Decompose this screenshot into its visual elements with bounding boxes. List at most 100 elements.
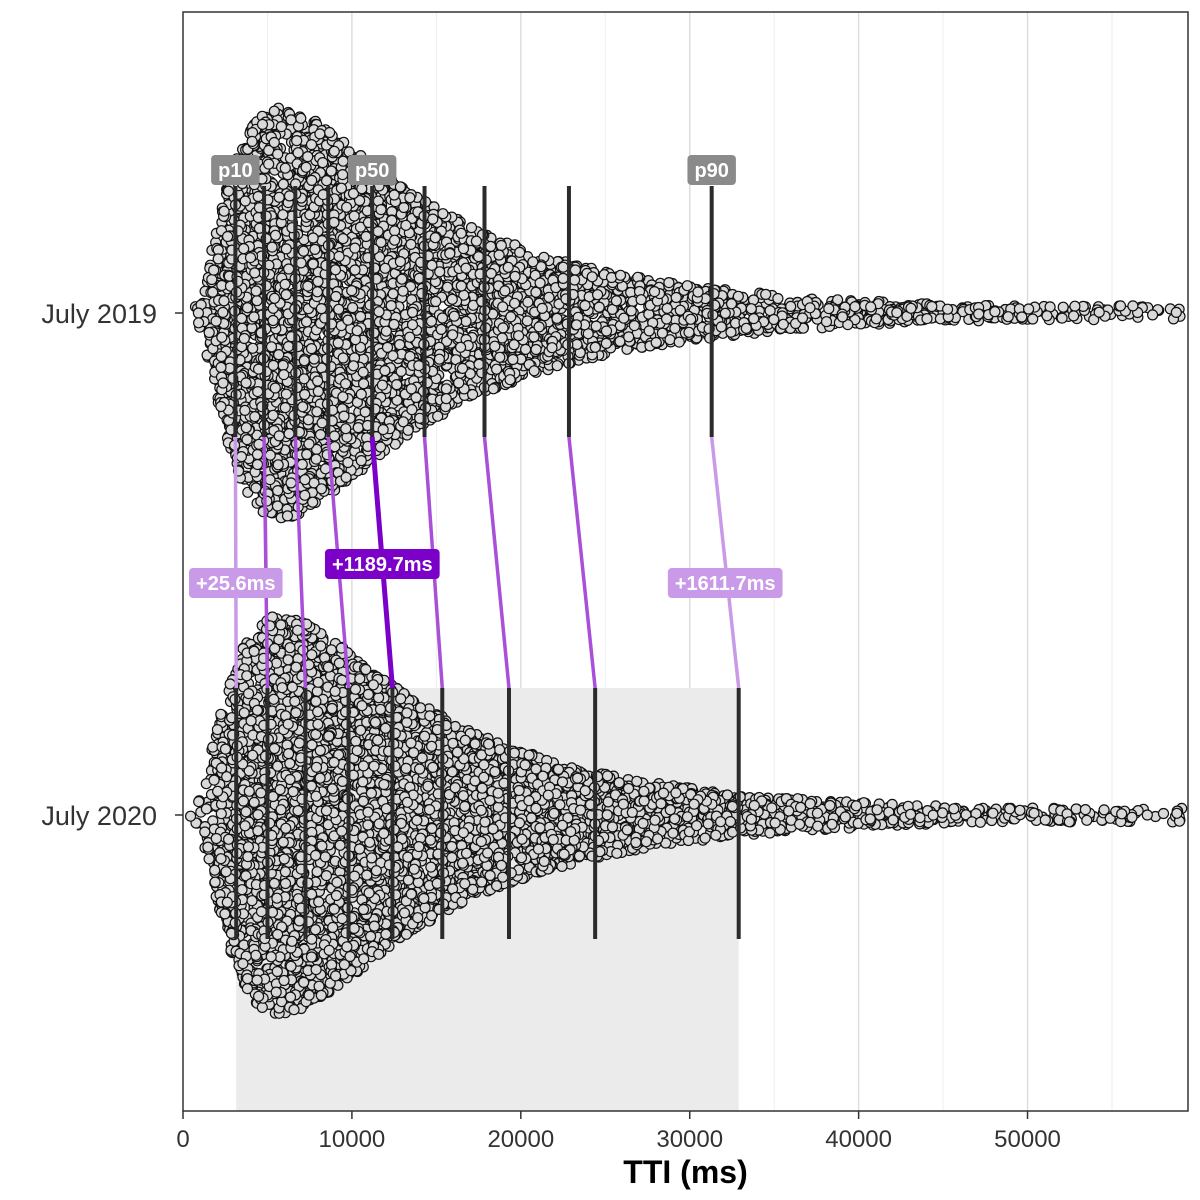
- data-point: [328, 430, 341, 442]
- data-point: [301, 448, 313, 460]
- data-point: [591, 289, 604, 301]
- data-point: [385, 300, 397, 312]
- data-point: [376, 379, 388, 391]
- data-point: [218, 205, 230, 217]
- data-point: [1056, 312, 1068, 324]
- data-point: [269, 382, 281, 394]
- data-point: [436, 312, 448, 324]
- data-point: [628, 320, 641, 332]
- data-point: [337, 155, 349, 167]
- data-point: [434, 266, 446, 278]
- data-point: [527, 256, 539, 268]
- data-point: [1146, 309, 1159, 321]
- data-point: [240, 377, 252, 389]
- data-point: [340, 423, 352, 435]
- data-point: [719, 307, 731, 319]
- data-point: [298, 245, 310, 257]
- data-point: [342, 314, 354, 326]
- data-point: [256, 118, 269, 131]
- data-point: [579, 299, 591, 312]
- data-point: [252, 190, 264, 203]
- data-point: [277, 209, 289, 221]
- data-point: [926, 300, 938, 313]
- data-point: [316, 417, 328, 429]
- data-point: [404, 192, 416, 204]
- data-point: [405, 383, 417, 395]
- data-point: [460, 315, 472, 327]
- data-point: [551, 312, 563, 324]
- data-point: [1093, 306, 1105, 318]
- data-point: [295, 257, 307, 269]
- data-point: [239, 404, 251, 416]
- data-point: [349, 334, 361, 346]
- data-point: [600, 337, 612, 349]
- data-point: [551, 360, 563, 372]
- data-point: [1114, 300, 1127, 312]
- data-point: [280, 388, 292, 400]
- data-point: [508, 297, 521, 309]
- data-point: [467, 388, 479, 401]
- data-point: [277, 178, 289, 190]
- data-point: [388, 189, 400, 201]
- data-point: [543, 291, 555, 303]
- data-point: [772, 292, 784, 305]
- data-point: [453, 377, 465, 389]
- data-point: [441, 281, 454, 293]
- data-point: [387, 350, 399, 362]
- data-point: [891, 307, 903, 319]
- data-point: [203, 326, 215, 339]
- data-point: [279, 162, 291, 174]
- data-point: [268, 105, 280, 117]
- data-point: [1057, 301, 1069, 313]
- data-point: [265, 341, 278, 353]
- data-point: [660, 313, 673, 325]
- data-point: [387, 288, 399, 300]
- data-point: [536, 302, 548, 314]
- data-point: [1041, 310, 1053, 322]
- data-point: [396, 273, 408, 285]
- data-point: [307, 232, 319, 244]
- data-point: [267, 314, 279, 327]
- data-point: [296, 458, 308, 470]
- data-point: [291, 135, 303, 147]
- data-point: [264, 474, 276, 486]
- data-point: [303, 438, 315, 450]
- data-points: [185, 102, 1188, 1019]
- data-point: [273, 191, 285, 203]
- data-point: [295, 112, 307, 124]
- data-point: [437, 208, 449, 220]
- data-point: [277, 359, 289, 371]
- data-point: [314, 128, 326, 140]
- data-point: [340, 378, 352, 390]
- data-point: [514, 246, 526, 258]
- data-point: [321, 175, 333, 187]
- data-point: [785, 300, 797, 312]
- data-point: [389, 225, 401, 237]
- data-point: [285, 477, 297, 489]
- data-point: [1027, 313, 1039, 325]
- data-point: [333, 250, 345, 262]
- data-point: [342, 456, 354, 469]
- data-point: [683, 326, 695, 338]
- data-point: [210, 315, 222, 327]
- data-point: [455, 227, 467, 239]
- data-point: [394, 339, 406, 351]
- data-point: [623, 331, 635, 343]
- data-point: [405, 238, 417, 250]
- data-point: [208, 264, 220, 276]
- data-point: [569, 264, 582, 276]
- data-point: [432, 410, 444, 422]
- data-point: [360, 230, 372, 243]
- data-point: [222, 185, 235, 197]
- data-point: [1170, 306, 1182, 318]
- data-point: [444, 247, 456, 260]
- data-point: [272, 148, 284, 160]
- data-point: [310, 453, 322, 465]
- data-point: [271, 500, 284, 512]
- data-point: [212, 253, 224, 265]
- data-point: [505, 311, 517, 323]
- data-point: [404, 331, 416, 343]
- data-point: [534, 277, 546, 289]
- data-point: [282, 340, 295, 353]
- data-point: [355, 388, 367, 400]
